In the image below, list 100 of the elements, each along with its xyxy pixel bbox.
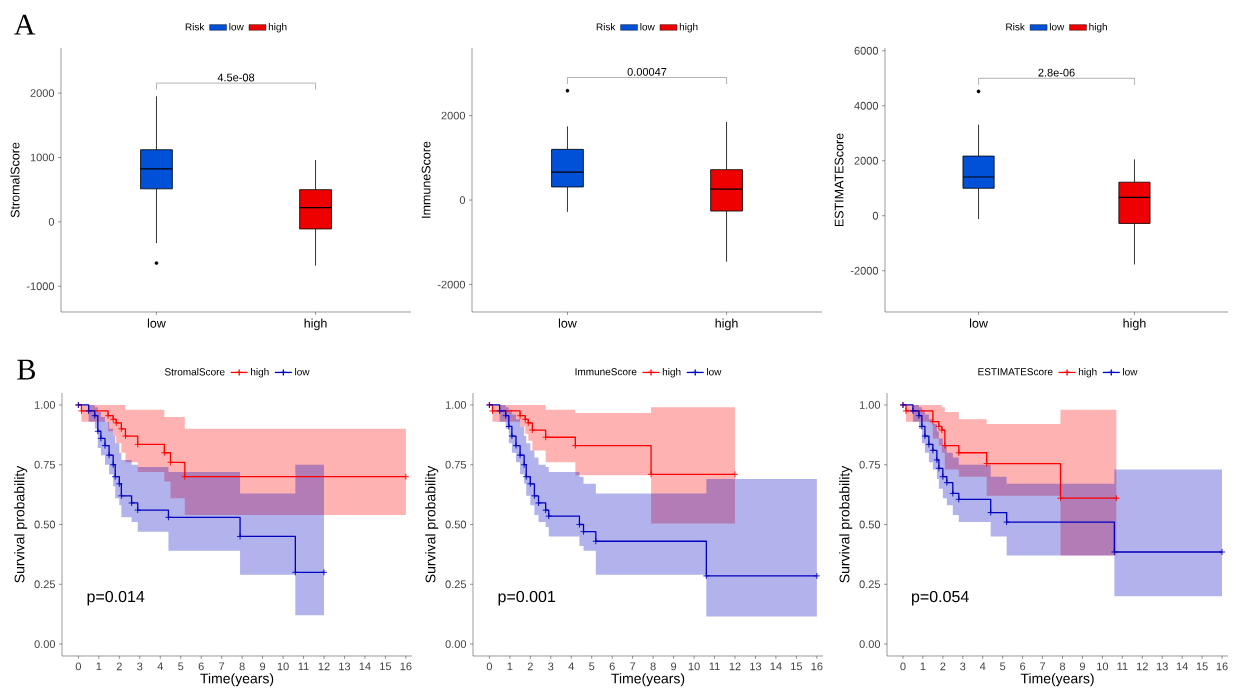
point [949,490,957,498]
x-tick-label: 8 [650,662,656,671]
x-tick-label: high [715,318,738,331]
x-tick-label: 2 [527,662,533,671]
y-tick-label: 0.50 [445,520,467,529]
point [915,412,923,420]
point [1112,494,1120,502]
point [134,506,142,514]
legend-label: high [1089,23,1107,33]
legend-label: high [251,368,269,378]
y-axis-title: StromalScore [10,142,20,218]
point [528,426,536,434]
x-tick-label: 4 [568,662,574,671]
point [94,428,102,435]
x-tick-label: 16 [1216,662,1228,671]
y-tick-label: 0 [459,196,466,205]
x-tick-label: 15 [791,662,803,671]
x-tick-label: 5 [1000,662,1006,671]
x-tick-label: 13 [339,662,351,671]
x-tick-label: 10 [688,662,700,671]
legend-title: Risk [185,23,205,31]
point [128,499,136,507]
y-tick-label: 0.75 [34,461,56,469]
x-tick-label: 9 [1079,662,1085,671]
y-tick-label: 0.25 [445,580,467,589]
x-tick-label: 7 [1040,662,1046,671]
legend-label: high [1078,368,1097,378]
x-tick-label: 15 [1196,662,1208,671]
point [111,473,119,481]
point [291,569,299,576]
legend-title: ImmuneScore [575,368,637,376]
point [955,449,963,457]
point [545,512,553,520]
y-tick-label: 1.00 [34,401,56,410]
point [939,473,947,481]
point [1110,548,1118,556]
chart-title: B [17,360,36,380]
x-tick-label: 14 [1176,662,1188,671]
x-tick-label: 12 [729,662,741,671]
point [902,407,910,415]
annotation: 2.8e-06 [1038,69,1075,77]
point [647,471,655,478]
y-tick-label: -1000 [26,282,55,291]
x-tick-label: high [1123,318,1146,331]
x-tick-label: 2 [940,662,946,671]
x-tick-label: 1 [96,662,102,671]
x-tick-label: 16 [811,662,823,671]
legend-label: low [1123,368,1138,376]
y-tick-label: 0.00 [34,640,56,649]
x-tick-label: 11 [1117,662,1128,671]
x-tick-label: 0 [75,662,82,671]
annotation: 4.5e-08 [217,73,255,82]
y-tick-label: -2000 [437,280,466,289]
y-tick-label: 0.25 [34,580,56,589]
y-tick-label: 0.50 [859,520,881,529]
x-tick-label: 3 [960,662,966,671]
point [516,451,524,459]
y-tick-label: 2000 [30,89,55,98]
y-tick-label: 0.75 [859,461,881,469]
point [115,480,123,488]
x-tick-label: 8 [1059,662,1066,671]
x-tick-label: 12 [1136,662,1148,671]
point [542,434,550,441]
y-tick-label: 1.00 [859,401,881,410]
legend-label: high [662,368,681,378]
point [508,432,516,440]
point [731,471,739,478]
legend-label: low [640,23,655,31]
point [813,572,821,580]
point [97,435,105,443]
point [941,442,949,450]
y-axis-title: ImmuneScore [421,141,431,218]
x-tick-label: 16 [400,662,412,671]
point [101,442,109,450]
x-tick-label: low [970,318,988,328]
annotation: p=0.054 [912,591,969,606]
legend-label: low [295,368,310,376]
x-tick-label: 9 [260,662,266,671]
x-tick-label: 4 [979,662,986,671]
point [105,451,113,459]
legend-label: low [707,368,722,376]
point [85,407,93,415]
x-tick-label: 0 [486,662,493,671]
point [181,473,189,481]
y-tick-label: 0.50 [34,520,56,529]
y-tick-label: 4000 [854,102,879,110]
point [496,407,504,415]
x-tick-label: 13 [1156,662,1168,671]
x-tick-label: 10 [277,662,289,671]
legend-label: high [268,23,287,33]
legend-title: Risk [596,23,616,31]
x-tick-label: 4 [157,662,163,671]
point [929,447,937,455]
x-tick-label: 2 [116,662,122,671]
point [512,442,520,450]
point [526,480,534,488]
point [938,426,946,434]
point [122,432,129,440]
point [702,572,710,580]
x-tick-label: 3 [548,662,554,671]
